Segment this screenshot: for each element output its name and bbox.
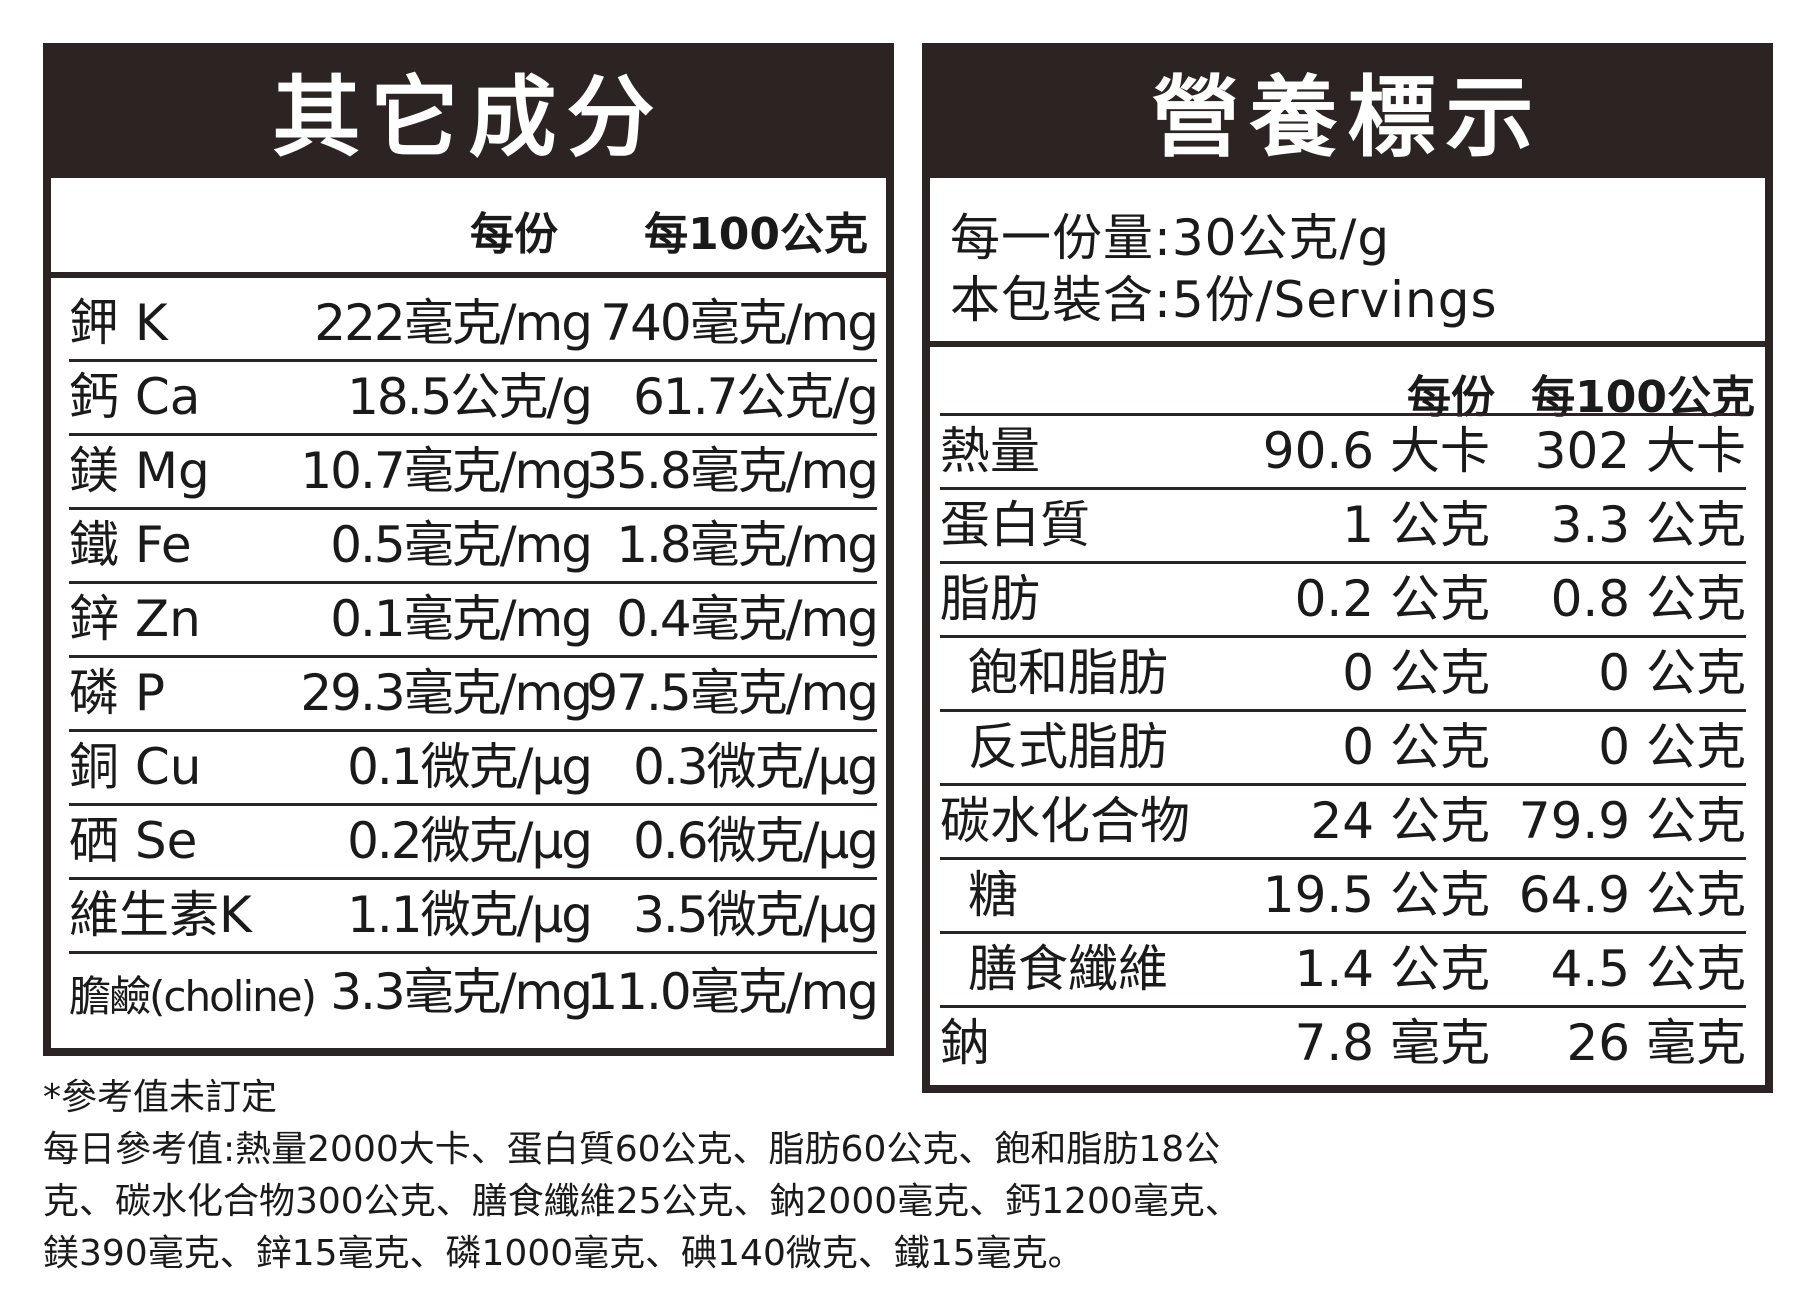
nutrition-facts-title: 營養標示 bbox=[1151, 66, 1544, 169]
table-row: 碳水化合物 24 公克 79.9 公克 bbox=[940, 783, 1746, 857]
mineral-per-serving: 0.1微克/μg bbox=[347, 738, 593, 796]
mineral-per-100g: 0.4毫克/mg bbox=[616, 590, 879, 648]
table-row: 銅 Cu 0.1微克/μg 0.3微克/μg bbox=[69, 732, 879, 806]
nutrient-name: 糖 bbox=[968, 866, 1018, 924]
mineral-per-serving: 18.5公克/g bbox=[347, 368, 593, 426]
mineral-per-serving: 222毫克/mg bbox=[314, 294, 593, 352]
table-row: 反式脂肪 0 公克 0 公克 bbox=[940, 709, 1746, 783]
other-ingredients-title: 其它成分 bbox=[272, 66, 665, 169]
table-row: 維生素K 1.1微克/μg 3.5微克/μg bbox=[69, 880, 879, 954]
mineral-name: 鉀 K bbox=[69, 294, 168, 352]
mineral-name: 鈣 Ca bbox=[69, 368, 201, 426]
reference-not-set-note: *參考值未訂定 bbox=[43, 1077, 278, 1118]
table-row: 脂肪 0.2 公克 0.8 公克 bbox=[940, 561, 1746, 635]
table-row: 熱量 90.6 大卡 302 大卡 bbox=[940, 413, 1746, 487]
mineral-name: 鎂 Mg bbox=[69, 442, 210, 500]
table-row: 蛋白質 1 公克 3.3 公克 bbox=[940, 487, 1746, 561]
table-row: 膳食纖維 1.4 公克 4.5 公克 bbox=[940, 931, 1746, 1005]
nutrient-per-serving: 24 公克 bbox=[1310, 792, 1490, 850]
nutrient-per-serving: 0 公克 bbox=[1342, 718, 1490, 776]
mineral-per-100g: 35.8毫克/mg bbox=[586, 442, 879, 500]
nutrition-facts-panel: 營養標示 每一份量:30公克/g 本包裝含:5份/Servings 每份 每10… bbox=[922, 43, 1773, 1093]
table-row: 鐵 Fe 0.5毫克/mg 1.8毫克/mg bbox=[69, 510, 879, 584]
table-row: 硒 Se 0.2微克/μg 0.6微克/μg bbox=[69, 806, 879, 880]
mineral-per-serving: 29.3毫克/mg bbox=[300, 664, 593, 722]
daily-reference-line-2: 克、碳水化合物300公克、膳食纖維25公克、鈉2000毫克、鈣1200毫克、 bbox=[43, 1181, 1241, 1222]
mineral-name: 膽鹼(choline) bbox=[69, 972, 317, 1021]
servings-per-pack: 本包裝含:5份/Servings bbox=[950, 271, 1498, 329]
nutrient-name: 熱量 bbox=[940, 422, 1040, 480]
nutrient-per-100g: 64.9 公克 bbox=[1518, 866, 1746, 924]
col-per-serving-header: 每份 bbox=[470, 209, 558, 260]
nutrition-table: 每份 每100公克 熱量 90.6 大卡 302 大卡 蛋白質 1 公克 3.3… bbox=[930, 341, 1765, 1085]
nutrient-per-100g: 79.9 公克 bbox=[1518, 792, 1746, 850]
nutrient-name: 膳食纖維 bbox=[968, 940, 1168, 998]
nutrient-per-100g: 26 毫克 bbox=[1566, 1014, 1746, 1072]
nutrient-per-serving: 19.5 公克 bbox=[1262, 866, 1490, 924]
nutrient-per-serving: 0 公克 bbox=[1342, 644, 1490, 702]
nutrient-per-serving: 1 公克 bbox=[1342, 496, 1490, 554]
mineral-name: 硒 Se bbox=[69, 812, 198, 870]
nutrient-name: 鈉 bbox=[940, 1014, 990, 1072]
mineral-name: 磷 P bbox=[69, 664, 166, 722]
mineral-per-100g: 11.0毫克/mg bbox=[586, 963, 879, 1021]
table-row: 鉀 K 222毫克/mg 740毫克/mg bbox=[69, 288, 879, 362]
mineral-name: 維生素K bbox=[69, 886, 252, 944]
mineral-per-100g: 0.6微克/μg bbox=[633, 812, 879, 870]
table-row: 鎂 Mg 10.7毫克/mg 35.8毫克/mg bbox=[69, 436, 879, 510]
mineral-per-100g: 3.5微克/μg bbox=[633, 886, 879, 944]
table-row: 鋅 Zn 0.1毫克/mg 0.4毫克/mg bbox=[69, 584, 879, 658]
table-row: 鈉 7.8 毫克 26 毫克 bbox=[940, 1005, 1746, 1079]
nutrient-per-100g: 302 大卡 bbox=[1534, 422, 1746, 480]
col-per-100g-header: 每100公克 bbox=[644, 209, 868, 260]
nutrient-per-100g: 4.5 公克 bbox=[1550, 940, 1746, 998]
mineral-name: 鋅 Zn bbox=[69, 590, 201, 648]
serving-size: 每一份量:30公克/g bbox=[950, 209, 1391, 267]
mineral-per-100g: 97.5毫克/mg bbox=[586, 664, 879, 722]
nutrient-name: 碳水化合物 bbox=[940, 792, 1190, 850]
mineral-per-serving: 0.5毫克/mg bbox=[330, 516, 593, 574]
mineral-per-serving: 1.1微克/μg bbox=[347, 886, 593, 944]
nutrient-per-100g: 0 公克 bbox=[1598, 718, 1746, 776]
mineral-name: 鐵 Fe bbox=[69, 516, 192, 574]
other-ingredients-panel: 其它成分 每份 每100公克 鉀 K 222毫克/mg 740毫克/mg 鈣 C… bbox=[43, 43, 894, 1056]
table-row: 鈣 Ca 18.5公克/g 61.7公克/g bbox=[69, 362, 879, 436]
nutrient-name: 蛋白質 bbox=[940, 496, 1090, 554]
nutrient-name: 脂肪 bbox=[940, 570, 1040, 628]
table-row: 膽鹼(choline) 3.3毫克/mg 11.0毫克/mg bbox=[69, 954, 879, 1028]
daily-reference-line-3: 鎂390毫克、鋅15毫克、磷1000毫克、碘140微克、鐵15毫克。 bbox=[43, 1233, 1084, 1274]
mineral-per-100g: 0.3微克/μg bbox=[633, 738, 879, 796]
nutrient-per-100g: 0 公克 bbox=[1598, 644, 1746, 702]
nutrient-per-100g: 3.3 公克 bbox=[1550, 496, 1746, 554]
nutrient-per-serving: 1.4 公克 bbox=[1294, 940, 1490, 998]
mineral-per-serving: 3.3毫克/mg bbox=[330, 963, 593, 1021]
table-row: 糖 19.5 公克 64.9 公克 bbox=[940, 857, 1746, 931]
mineral-per-100g: 1.8毫克/mg bbox=[616, 516, 879, 574]
other-ingredients-table: 鉀 K 222毫克/mg 740毫克/mg 鈣 Ca 18.5公克/g 61.7… bbox=[51, 272, 886, 1048]
nutrient-per-serving: 0.2 公克 bbox=[1294, 570, 1490, 628]
daily-reference-line-1: 每日參考值:熱量2000大卡、蛋白質60公克、脂肪60公克、飽和脂肪18公 bbox=[43, 1129, 1221, 1170]
nutrient-per-100g: 0.8 公克 bbox=[1550, 570, 1746, 628]
mineral-per-serving: 10.7毫克/mg bbox=[300, 442, 593, 500]
mineral-per-serving: 0.2微克/μg bbox=[347, 812, 593, 870]
nutrient-name: 飽和脂肪 bbox=[968, 644, 1168, 702]
mineral-per-serving: 0.1毫克/mg bbox=[330, 590, 593, 648]
nutrient-per-serving: 7.8 毫克 bbox=[1294, 1014, 1490, 1072]
table-row: 飽和脂肪 0 公克 0 公克 bbox=[940, 635, 1746, 709]
nutrient-per-serving: 90.6 大卡 bbox=[1262, 422, 1490, 480]
table-row: 磷 P 29.3毫克/mg 97.5毫克/mg bbox=[69, 658, 879, 732]
mineral-name: 銅 Cu bbox=[69, 738, 202, 796]
nutrient-name: 反式脂肪 bbox=[968, 718, 1168, 776]
mineral-per-100g: 740毫克/mg bbox=[600, 294, 879, 352]
mineral-per-100g: 61.7公克/g bbox=[633, 368, 879, 426]
